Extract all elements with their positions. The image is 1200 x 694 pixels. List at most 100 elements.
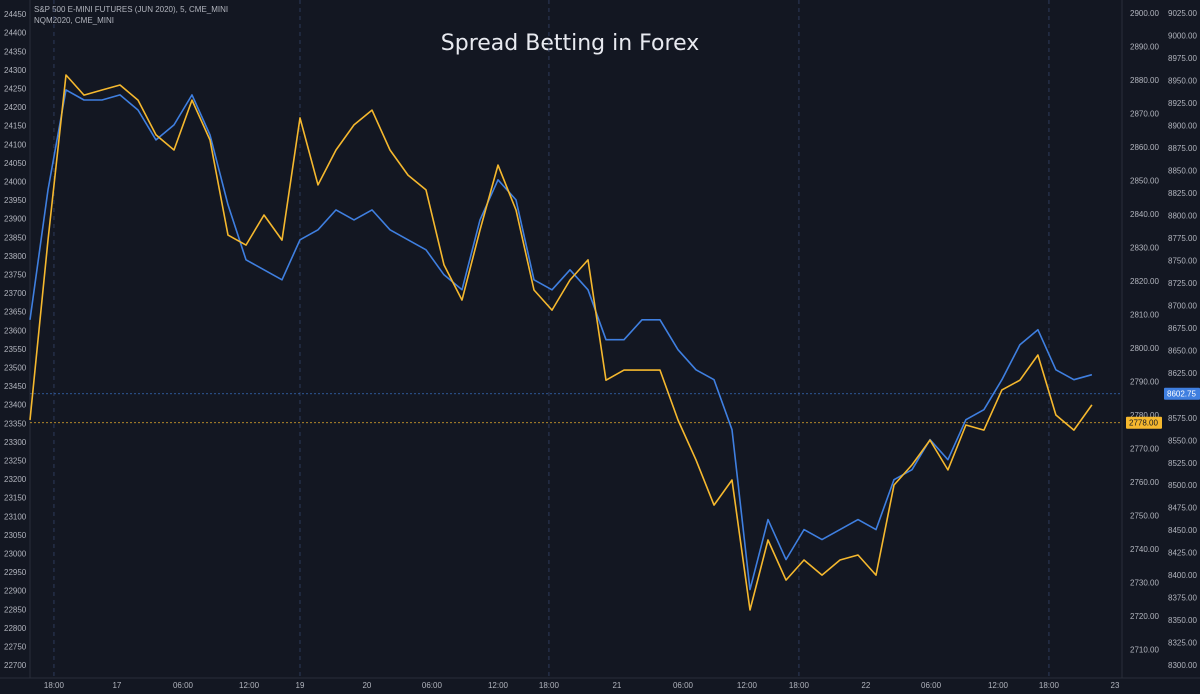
y-tick-label: 24450	[4, 10, 27, 19]
y3ticks-tick-label: 8725.00	[1168, 279, 1197, 288]
y-tick-label: 22950	[4, 568, 27, 577]
y3ticks-tick-label: 8950.00	[1168, 77, 1197, 86]
y2ticks-tick-label: 2870.00	[1130, 110, 1159, 119]
y-tick-label: 23700	[4, 289, 27, 298]
x-tick-label: 20	[362, 681, 371, 690]
y3ticks-tick-label: 8675.00	[1168, 324, 1197, 333]
y-tick-label: 23900	[4, 215, 27, 224]
y-tick-label: 24150	[4, 122, 27, 131]
y3ticks-tick-label: 8400.00	[1168, 571, 1197, 580]
y2ticks-tick-label: 2820.00	[1130, 277, 1159, 286]
y3ticks-tick-label: 8550.00	[1168, 436, 1197, 445]
y-tick-label: 23000	[4, 550, 27, 559]
x-tick-label: 12:00	[737, 681, 758, 690]
price-label: 2778.00	[1129, 418, 1158, 427]
y-tick-label: 24300	[4, 66, 27, 75]
y-tick-label: 24350	[4, 47, 27, 56]
y3ticks-tick-label: 8425.00	[1168, 549, 1197, 558]
y-tick-label: 23200	[4, 475, 27, 484]
y3ticks-tick-label: 8475.00	[1168, 504, 1197, 513]
y-tick-label: 22700	[4, 661, 27, 670]
y3ticks-tick-label: 8300.00	[1168, 661, 1197, 670]
y2ticks-tick-label: 2780.00	[1130, 411, 1159, 420]
y3ticks-tick-label: 9000.00	[1168, 32, 1197, 41]
x-tick-label: 06:00	[921, 681, 942, 690]
y2ticks-tick-label: 2750.00	[1130, 512, 1159, 521]
y2ticks-tick-label: 2710.00	[1130, 646, 1159, 655]
x-tick-label: 18:00	[789, 681, 810, 690]
x-tick-label: 18:00	[44, 681, 65, 690]
y2ticks-tick-label: 2900.00	[1130, 9, 1159, 18]
x-tick-label: 06:00	[673, 681, 694, 690]
y-tick-label: 23850	[4, 233, 27, 242]
y2ticks-tick-label: 2830.00	[1130, 244, 1159, 253]
y-tick-label: 23500	[4, 364, 27, 373]
legend-entry: NQM2020, CME_MINI	[34, 16, 114, 25]
y-tick-label: 23150	[4, 494, 27, 503]
y2ticks-tick-label: 2880.00	[1130, 76, 1159, 85]
y3ticks-tick-label: 8825.00	[1168, 189, 1197, 198]
y3ticks-tick-label: 8700.00	[1168, 301, 1197, 310]
y-tick-label: 23050	[4, 531, 27, 540]
y-tick-label: 24100	[4, 140, 27, 149]
y3ticks-tick-label: 8525.00	[1168, 459, 1197, 468]
y2ticks-tick-label: 2840.00	[1130, 210, 1159, 219]
y3ticks-tick-label: 8500.00	[1168, 481, 1197, 490]
y-tick-label: 23550	[4, 345, 27, 354]
y-tick-label: 23650	[4, 308, 27, 317]
x-tick-label: 22	[861, 681, 870, 690]
y-tick-label: 23350	[4, 419, 27, 428]
x-tick-label: 23	[1111, 681, 1120, 690]
y-tick-label: 23950	[4, 196, 27, 205]
x-tick-label: 17	[112, 681, 121, 690]
y2ticks-tick-label: 2860.00	[1130, 143, 1159, 152]
y-tick-label: 24000	[4, 178, 27, 187]
y-tick-label: 23450	[4, 382, 27, 391]
y3ticks-tick-label: 8875.00	[1168, 144, 1197, 153]
y3ticks-tick-label: 8975.00	[1168, 54, 1197, 63]
y3ticks-tick-label: 8925.00	[1168, 99, 1197, 108]
x-tick-label: 18:00	[539, 681, 560, 690]
series-line	[29, 89, 1093, 591]
y-tick-label: 23250	[4, 457, 27, 466]
y2ticks-tick-label: 2740.00	[1130, 545, 1159, 554]
x-tick-label: 12:00	[988, 681, 1009, 690]
y2ticks-tick-label: 2730.00	[1130, 579, 1159, 588]
y3ticks-tick-label: 8900.00	[1168, 122, 1197, 131]
y3ticks-tick-label: 8325.00	[1168, 639, 1197, 648]
y-tick-label: 23400	[4, 401, 27, 410]
y-tick-label: 22750	[4, 643, 27, 652]
y3ticks-tick-label: 8625.00	[1168, 369, 1197, 378]
y-tick-label: 24400	[4, 29, 27, 38]
y3ticks-tick-label: 8850.00	[1168, 166, 1197, 175]
y2ticks-tick-label: 2760.00	[1130, 478, 1159, 487]
price-label-box	[1126, 416, 1162, 429]
y-tick-label: 24200	[4, 103, 27, 112]
y-tick-label: 24250	[4, 85, 27, 94]
chart-title: Spread Betting in Forex	[441, 31, 699, 56]
y3ticks-tick-label: 8450.00	[1168, 526, 1197, 535]
y-tick-label: 23750	[4, 271, 27, 280]
legend-entry: S&P 500 E-MINI FUTURES (JUN 2020), 5, CM…	[34, 5, 228, 14]
y-tick-label: 23100	[4, 512, 27, 521]
x-tick-label: 12:00	[488, 681, 509, 690]
y3ticks-tick-label: 9025.00	[1168, 9, 1197, 18]
x-tick-label: 06:00	[422, 681, 443, 690]
x-tick-label: 06:00	[173, 681, 194, 690]
y-tick-label: 24050	[4, 159, 27, 168]
y3ticks-tick-label: 8575.00	[1168, 414, 1197, 423]
y2ticks-tick-label: 2890.00	[1130, 43, 1159, 52]
y3ticks-tick-label: 8350.00	[1168, 616, 1197, 625]
x-tick-label: 12:00	[239, 681, 260, 690]
y2ticks-tick-label: 2720.00	[1130, 612, 1159, 621]
y-tick-label: 23800	[4, 252, 27, 261]
price-label-box	[1164, 387, 1200, 400]
series-line	[29, 74, 1093, 611]
y3ticks-tick-label: 8750.00	[1168, 256, 1197, 265]
y3ticks-tick-label: 8800.00	[1168, 211, 1197, 220]
y-tick-label: 23600	[4, 326, 27, 335]
y3ticks-tick-label: 8775.00	[1168, 234, 1197, 243]
y3ticks-tick-label: 8375.00	[1168, 594, 1197, 603]
